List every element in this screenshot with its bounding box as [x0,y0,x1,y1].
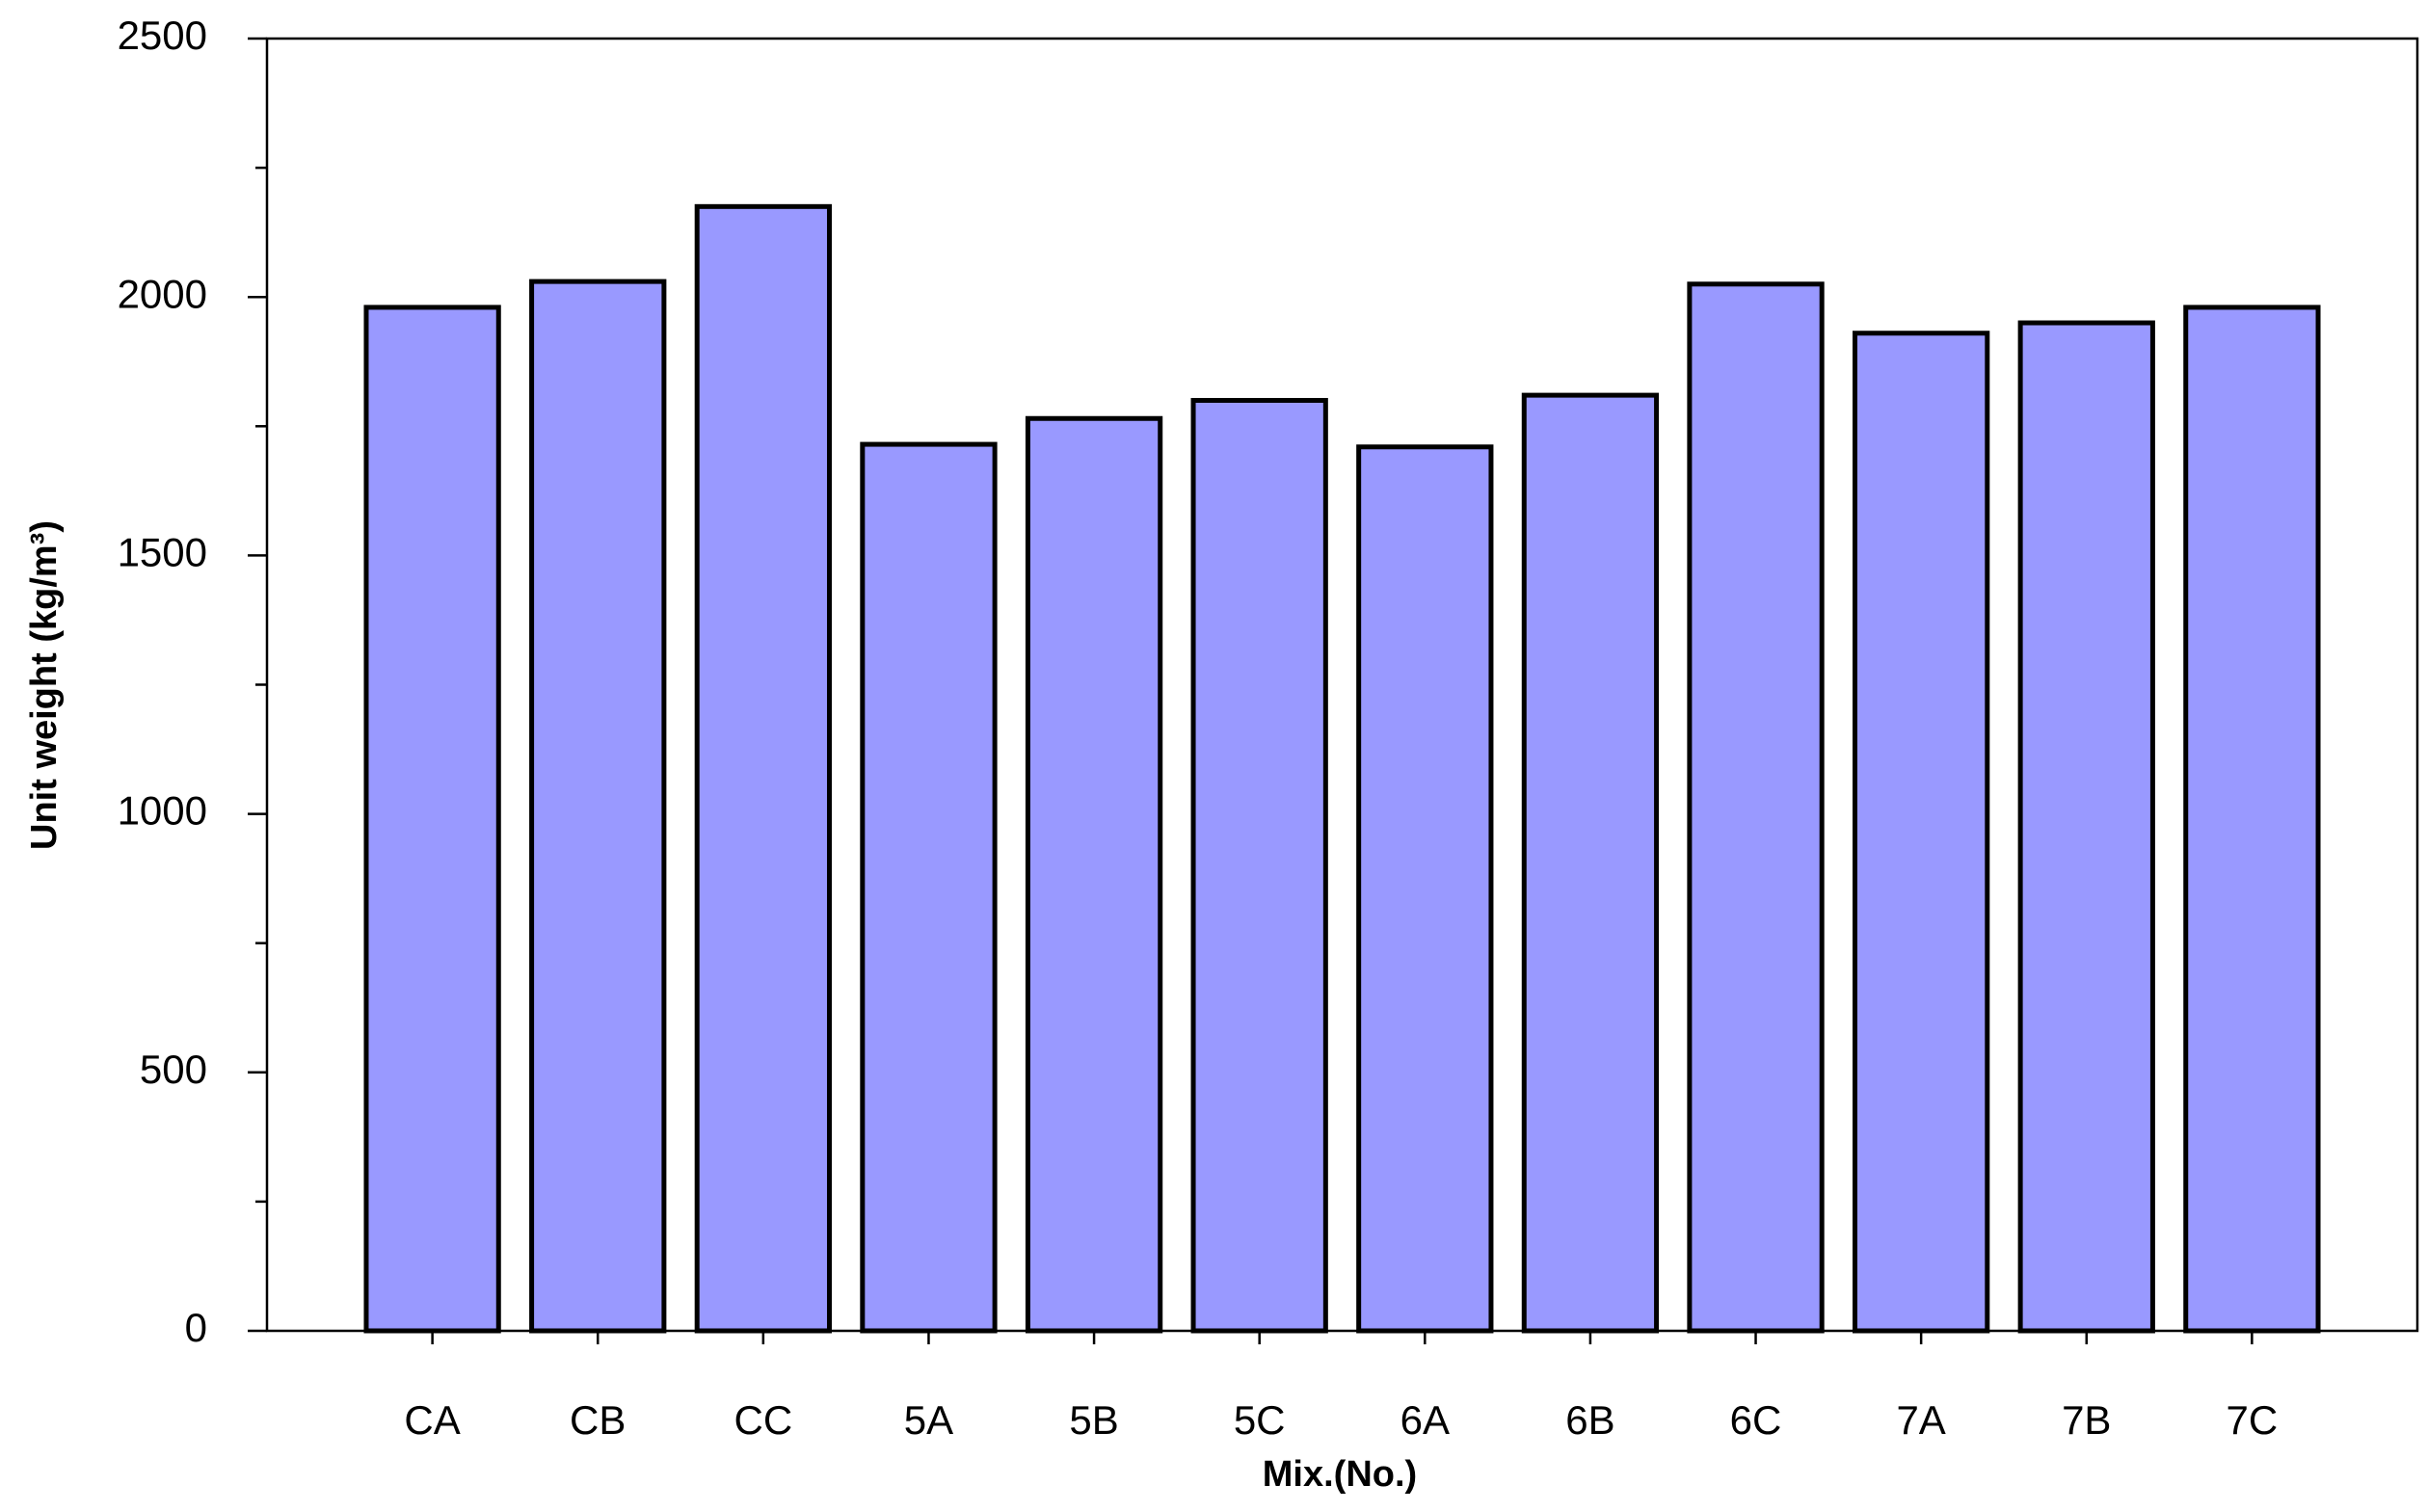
x-tick-label: 6A [1400,1397,1450,1443]
bar [1190,397,1328,1334]
bar [1521,392,1660,1334]
y-tick-label: 0 [185,1305,207,1350]
y-tick-label: 2500 [118,13,207,58]
y-tick-label: 2000 [118,271,207,316]
bar [1687,281,1825,1334]
y-tick-label: 500 [140,1047,207,1092]
x-tick-label: 5B [1069,1397,1118,1443]
bar [2017,320,2155,1334]
x-tick-label: 7C [2227,1397,2279,1443]
x-tick-label: 5A [904,1397,953,1443]
bar [1025,415,1163,1334]
bar [694,203,832,1334]
x-tick-label: 7A [1896,1397,1945,1443]
bar [1853,331,1990,1334]
bar [1356,444,1494,1334]
x-tick-label: 6C [1730,1397,1782,1443]
y-tick-label: 1000 [118,788,207,834]
y-tick-label: 1500 [118,529,207,574]
x-tick-label: CA [404,1397,460,1443]
bar [2183,305,2321,1334]
x-tick-label: 7B [2062,1397,2111,1443]
x-tick-label: 5C [1234,1397,1286,1443]
x-tick-label: CC [734,1397,793,1443]
x-axis-title: Mix.(No.) [1263,1454,1417,1495]
y-axis-title: Unit weight (kg/m³) [24,520,65,850]
bar [860,441,998,1334]
x-tick-label: 6B [1565,1397,1614,1443]
bar [363,305,501,1334]
x-tick-label: CB [570,1397,626,1443]
bar [529,279,667,1334]
